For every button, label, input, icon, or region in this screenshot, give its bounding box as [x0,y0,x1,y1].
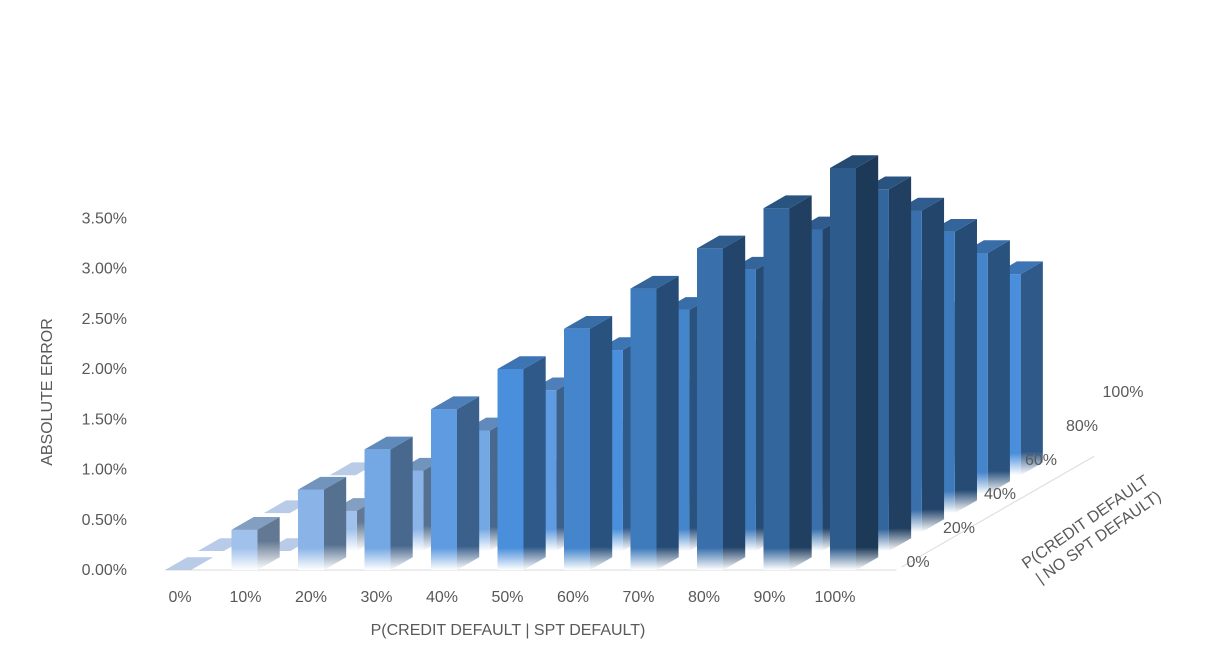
z-tick-label: 0% [906,554,929,571]
bar-x90-z0 [763,195,812,571]
z-tick-label: 100% [1103,384,1144,401]
bar-x20-z0 [298,476,347,570]
y-tick-label: 3.00% [82,261,127,278]
bar-x10-z0 [231,517,280,570]
x-tick-label: 90% [753,589,785,606]
y-tick-label: 1.00% [82,462,127,479]
x-tick-label: 40% [426,589,458,606]
bar-x80-z0 [697,235,746,570]
z-tick-label: 40% [984,486,1016,503]
y-tick-label: 2.00% [82,361,127,378]
bars [165,155,1043,571]
z-axis-title: P(CREDIT DEFAULT | NO SPT DEFAULT) [1019,470,1167,589]
bar-x30-z0 [364,436,413,570]
x-tick-label: 100% [815,589,856,606]
x-axis-tick-labels: 0% 10% 20% 30% 40% 50% 60% 70% 80% 90% 100% [168,589,855,606]
x-tick-label: 20% [295,589,327,606]
y-tick-label: 0.00% [82,562,127,579]
bar-x60-z0 [564,316,613,570]
x-tick-label: 10% [229,589,261,606]
bar-x40-z0 [431,396,480,570]
y-tick-label: 0.50% [82,512,127,529]
x-tick-label: 80% [688,589,720,606]
z-tick-label: 60% [1025,452,1057,469]
y-tick-label: 3.50% [82,210,127,227]
x-tick-label: 0% [168,589,191,606]
bar-x70-z0 [630,275,679,570]
z-axis-tick-labels: 0% 20% 40% 60% 80% 100% [906,384,1143,571]
bar-x100-z0 [830,155,879,570]
y-tick-label: 2.50% [82,311,127,328]
x-tick-label: 50% [491,589,523,606]
x-tick-label: 60% [557,589,589,606]
x-tick-label: 30% [360,589,392,606]
z-tick-label: 80% [1066,418,1098,435]
y-tick-label: 1.50% [82,411,127,428]
y-axis-tick-labels: 0.00% 0.50% 1.00% 1.50% 2.00% 2.50% 3.00% 3.50% [82,210,127,579]
x-tick-label: 70% [622,589,654,606]
z-floor-edge [901,455,1095,568]
bar-x0-z0 [165,557,214,570]
bar-x50-z0 [497,356,546,570]
y-axis-title: ABSOLUTE ERROR [39,318,56,466]
x-axis-title: P(CREDIT DEFAULT | SPT DEFAULT) [371,622,646,639]
z-tick-label: 20% [943,520,975,537]
